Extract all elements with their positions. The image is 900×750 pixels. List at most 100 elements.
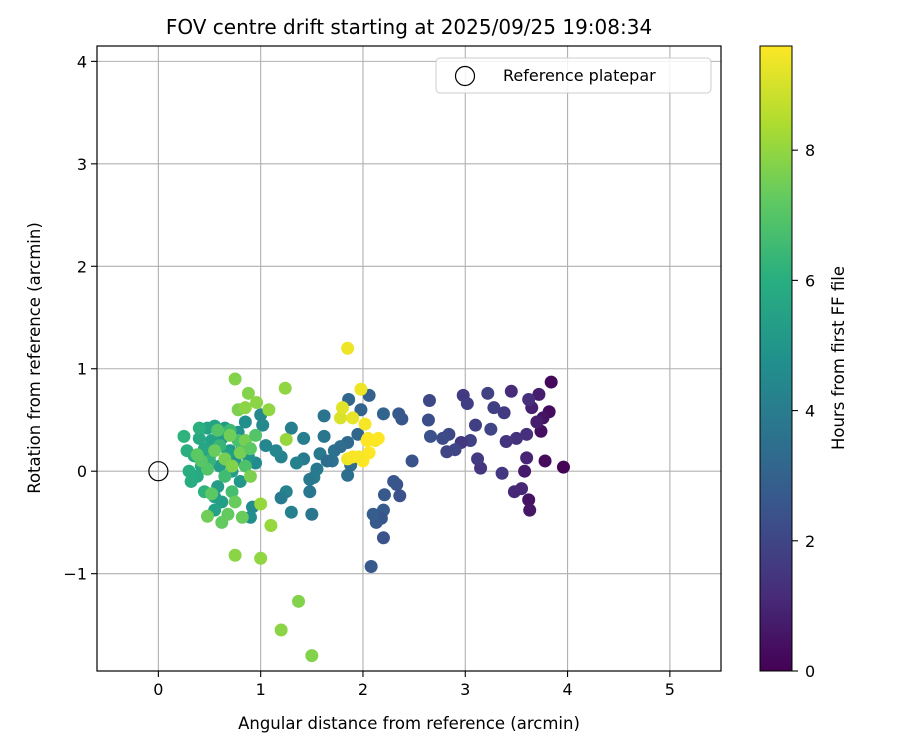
x-tick-label: 3 [460,680,470,699]
colorbar-tick-label: 4 [805,402,815,421]
plot-frame [96,45,722,672]
data-point [284,505,298,519]
data-point [499,434,513,448]
data-point [317,409,331,423]
data-point [366,507,380,521]
legend-label: Reference platepar [503,66,656,85]
chart-title: FOV centre drift starting at 2025/09/25 … [166,15,652,39]
data-point [392,407,406,421]
data-point [254,497,268,511]
colorbar-tick-label: 0 [805,662,815,681]
data-point [436,431,450,445]
data-point [254,551,268,565]
data-point [249,428,263,442]
data-point [518,464,532,478]
data-point [354,382,368,396]
data-point [211,423,225,437]
data-point [235,510,249,524]
data-point [360,433,374,447]
data-point [317,429,331,443]
data-point [238,401,252,415]
data-point [297,431,311,445]
data-point [504,384,518,398]
legend-marker-open-circle [454,65,476,87]
data-point [190,448,204,462]
data-point [305,649,319,663]
data-point [303,485,317,499]
data-point [422,394,436,408]
data-point [522,493,536,507]
data-point [192,421,206,435]
colorbar: 0 2 4 6 8 Hours from first FF file [759,45,848,681]
data-point [484,422,498,436]
colorbar-ticks: 0 2 4 6 8 [792,141,815,681]
data-point [184,474,198,488]
x-tick-label: 5 [665,680,675,699]
data-point [177,429,191,443]
data-point [333,440,347,454]
data-point [405,454,419,468]
x-tick-label: 0 [153,680,163,699]
x-tick-label: 4 [562,680,572,699]
data-point [303,472,317,486]
data-point [346,450,360,464]
data-point [278,381,292,395]
data-point [487,401,501,415]
colorbar-tick-label: 2 [805,532,815,551]
data-point [522,392,536,406]
y-tick-label: 3 [77,155,87,174]
data-point [460,397,474,411]
data-point [376,531,390,545]
data-point [387,474,401,488]
data-point [376,407,390,421]
data-point [225,459,239,473]
data-point [507,485,521,499]
data-point [532,387,546,401]
data-point [223,428,237,442]
x-tick-label: 1 [256,680,266,699]
data-point [228,372,242,386]
data-point [377,488,391,502]
data-point [497,406,511,420]
data-point [336,401,350,415]
data-point [371,431,385,445]
data-point [233,446,247,460]
data-point [333,411,347,425]
data-point [471,452,485,466]
data-point [520,451,534,465]
data-point [520,427,534,441]
data-point [221,507,235,521]
data-point [354,403,368,417]
data-point [233,474,247,488]
data-point [341,468,355,482]
data-point [274,491,288,505]
colorbar-label: Hours from first FF file [829,266,848,450]
data-point [238,415,252,429]
data-point [346,411,360,425]
data-point [292,594,306,608]
y-tick-label: 0 [77,462,87,481]
data-point [262,403,276,417]
data-point [228,548,242,562]
x-tick-label: 2 [358,680,368,699]
data-point [228,495,242,509]
grid-lines [97,46,721,671]
data-point [238,459,252,473]
data-point [393,489,407,503]
data-point [284,421,298,435]
colorbar-tick-label: 8 [805,141,815,160]
scatter-points [177,341,570,663]
data-point [351,427,365,441]
data-point [243,442,257,456]
data-point [208,444,222,458]
reference-platepar-marker [148,461,169,482]
data-point [243,469,257,483]
data-point [509,431,523,445]
data-point [182,464,196,478]
legend-box [435,57,712,94]
y-tick-label: 4 [77,52,87,71]
data-point [256,418,270,432]
data-point [421,413,435,427]
data-point [218,469,232,483]
